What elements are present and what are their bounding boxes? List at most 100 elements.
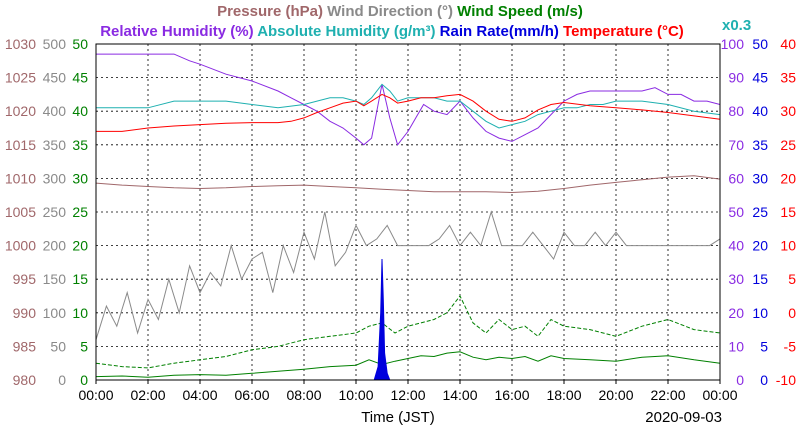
y-tick-pressure: 1025 bbox=[5, 70, 36, 86]
y-axes: 1030102510201015101010051000995990985980… bbox=[5, 36, 796, 388]
y-tick-wind-dir: 250 bbox=[43, 204, 67, 220]
y-tick-wind-speed: 25 bbox=[72, 204, 88, 220]
title-rain: Rain Rate(mm/h) bbox=[436, 23, 559, 40]
y-tick-wind-dir: 400 bbox=[43, 103, 67, 119]
y-tick-rain: 50 bbox=[752, 36, 768, 52]
y-tick-rain: 0 bbox=[760, 372, 768, 388]
x-tick-label: 16:00 bbox=[494, 387, 529, 403]
y-tick-wind-dir: 150 bbox=[43, 271, 67, 287]
y-tick-wind-dir: 200 bbox=[43, 238, 67, 254]
y-tick-temp: -10 bbox=[776, 372, 796, 388]
y-tick-wind-speed: 20 bbox=[72, 238, 88, 254]
title-wind_dir: Wind Direction (°) bbox=[323, 3, 453, 20]
y-tick-pressure: 1015 bbox=[5, 137, 36, 153]
y-tick-rain: 5 bbox=[760, 338, 768, 354]
y-tick-pressure: 1010 bbox=[5, 170, 36, 186]
y-tick-pressure: 1005 bbox=[5, 204, 36, 220]
y-tick-temp: 15 bbox=[780, 204, 796, 220]
y-tick-rh: 60 bbox=[728, 170, 744, 186]
y-tick-temp: 25 bbox=[780, 137, 796, 153]
title-temp: Temperature (°C) bbox=[559, 23, 684, 40]
y-tick-temp: 5 bbox=[788, 271, 796, 287]
series-pressure-hpa bbox=[95, 175, 721, 194]
series-max-wind-speed-m-s bbox=[95, 295, 721, 369]
y-tick-rh: 50 bbox=[728, 204, 744, 220]
y-tick-temp: 10 bbox=[780, 238, 796, 254]
y-tick-temp: 20 bbox=[780, 170, 796, 186]
title-row-2: Relative Humidity (%) Absolute Humidity … bbox=[100, 23, 684, 40]
x-tick-label: 20:00 bbox=[598, 387, 633, 403]
y-tick-temp: 40 bbox=[780, 36, 796, 52]
y-tick-rh: 80 bbox=[728, 103, 744, 119]
y-tick-rh: 70 bbox=[728, 137, 744, 153]
title-pressure: Pressure (hPa) bbox=[217, 3, 323, 20]
y-tick-wind-dir: 300 bbox=[43, 170, 67, 186]
y-tick-rain: 20 bbox=[752, 238, 768, 254]
data-series bbox=[95, 53, 721, 381]
y-tick-rain: 15 bbox=[752, 271, 768, 287]
y-tick-pressure: 990 bbox=[13, 305, 37, 321]
y-tick-temp: 35 bbox=[780, 70, 796, 86]
x-tick-label: 22:00 bbox=[650, 387, 685, 403]
x-tick-label: 14:00 bbox=[442, 387, 477, 403]
y-tick-rain: 10 bbox=[752, 305, 768, 321]
x-tick-label: 02:00 bbox=[130, 387, 165, 403]
y-tick-wind-speed: 45 bbox=[72, 70, 88, 86]
y-tick-wind-speed: 15 bbox=[72, 271, 88, 287]
y-tick-pressure: 1000 bbox=[5, 238, 36, 254]
x-tick-label: 04:00 bbox=[182, 387, 217, 403]
y-tick-rain: 30 bbox=[752, 170, 768, 186]
y-tick-wind-dir: 350 bbox=[43, 137, 67, 153]
x-tick-label: 12:00 bbox=[390, 387, 425, 403]
y-tick-temp: 30 bbox=[780, 103, 796, 119]
x-axis: 00:00 02:00 04:00 06:00 08:00 10:00 12:00 14:00… bbox=[78, 380, 738, 403]
y-tick-wind-dir: 450 bbox=[43, 70, 67, 86]
y-tick-rh: 40 bbox=[728, 238, 744, 254]
series-relative-humidity bbox=[96, 53, 721, 146]
y-tick-wind-speed: 50 bbox=[72, 36, 88, 52]
x-tick-label: 00:00 bbox=[702, 387, 737, 403]
y-tick-wind-speed: 10 bbox=[72, 305, 88, 321]
x-tick-label: 06:00 bbox=[234, 387, 269, 403]
date-label: 2020-09-03 bbox=[645, 409, 722, 426]
y-tick-wind-speed: 5 bbox=[80, 338, 88, 354]
chart-title: Pressure (hPa) Wind Direction (°) Wind S… bbox=[100, 3, 751, 40]
y-tick-pressure: 980 bbox=[13, 372, 37, 388]
y-tick-rh: 20 bbox=[728, 305, 744, 321]
series-wind-direction bbox=[95, 210, 721, 340]
title-rh: Relative Humidity (%) bbox=[100, 23, 253, 40]
y-tick-wind-dir: 500 bbox=[43, 36, 67, 52]
y-tick-wind-dir: 0 bbox=[58, 372, 66, 388]
y-tick-pressure: 1020 bbox=[5, 103, 36, 119]
y-tick-rain: 40 bbox=[752, 103, 768, 119]
y-tick-pressure: 1030 bbox=[5, 36, 36, 52]
y-tick-rh: 0 bbox=[736, 372, 744, 388]
y-tick-rh: 30 bbox=[728, 271, 744, 287]
y-tick-pressure: 985 bbox=[13, 338, 37, 354]
y-tick-wind-dir: 100 bbox=[43, 305, 67, 321]
title-ah: Absolute Humidity (g/m³) bbox=[254, 23, 436, 40]
y-tick-wind-speed: 30 bbox=[72, 170, 88, 186]
x-tick-label: 10:00 bbox=[338, 387, 373, 403]
y-tick-rain: 35 bbox=[752, 137, 768, 153]
x-tick-label: 18:00 bbox=[546, 387, 581, 403]
y-tick-rain: 25 bbox=[752, 204, 768, 220]
y-tick-rh: 90 bbox=[728, 70, 744, 86]
y-tick-wind-speed: 35 bbox=[72, 137, 88, 153]
y-tick-wind-speed: 0 bbox=[80, 372, 88, 388]
title-wind_speed: Wind Speed (m/s) bbox=[453, 3, 583, 20]
y-tick-pressure: 995 bbox=[13, 271, 37, 287]
x-tick-label: 08:00 bbox=[286, 387, 321, 403]
x-axis-label: Time (JST) bbox=[361, 409, 435, 426]
y-tick-temp: 0 bbox=[788, 305, 796, 321]
title-row-1: Pressure (hPa) Wind Direction (°) Wind S… bbox=[217, 3, 583, 20]
series-temperature-c bbox=[96, 93, 721, 132]
x-tick-label: 00:00 bbox=[78, 387, 113, 403]
y-tick-rh: 10 bbox=[728, 338, 744, 354]
ah-scale-note: x0.3 bbox=[722, 17, 751, 34]
y-tick-wind-dir: 50 bbox=[50, 338, 66, 354]
y-tick-wind-speed: 40 bbox=[72, 103, 88, 119]
y-tick-temp: -5 bbox=[784, 338, 797, 354]
